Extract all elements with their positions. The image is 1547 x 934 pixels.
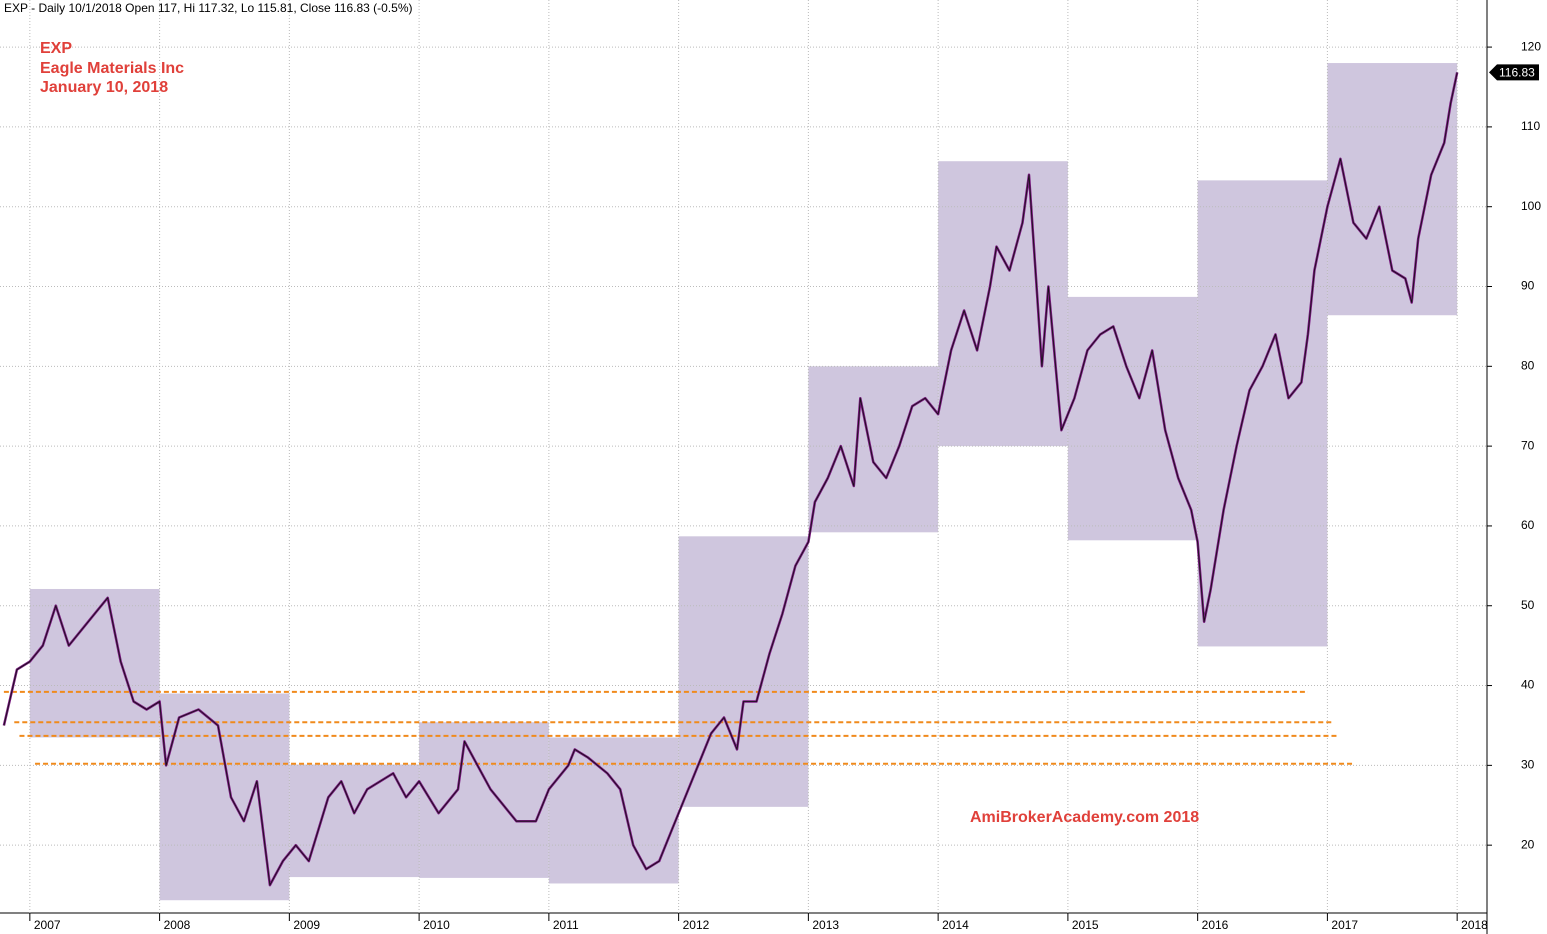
range-box: [1197, 180, 1328, 647]
x-tick-label: 2014: [942, 918, 969, 932]
x-tick-label: 2008: [164, 918, 191, 932]
x-tick-label: 2016: [1202, 918, 1229, 932]
y-tick-label: 70: [1521, 438, 1535, 452]
x-tick-label: 2011: [553, 918, 579, 932]
range-box: [159, 693, 290, 901]
y-tick-label: 30: [1521, 758, 1535, 772]
y-tick-label: 60: [1521, 518, 1535, 532]
range-box: [29, 588, 160, 738]
range-box: [1067, 296, 1198, 541]
range-box: [808, 366, 939, 533]
range-box: [938, 161, 1068, 447]
x-tick-label: 2010: [423, 918, 450, 932]
y-tick-label: 20: [1521, 837, 1535, 851]
x-tick-label: 2017: [1331, 918, 1358, 932]
levels: [3, 690, 1355, 765]
x-tick-label: 2012: [683, 918, 710, 932]
x-tick-label: 2018: [1461, 918, 1488, 932]
y-tick-label: 90: [1521, 279, 1535, 293]
x-tick-label: 2007: [34, 918, 61, 932]
price-line-outline: [3, 72, 1458, 886]
symbol: EXP: [40, 40, 72, 57]
y-tick-label: 40: [1521, 678, 1535, 692]
grid: [0, 0, 1492, 921]
range-boxes: [29, 63, 1458, 901]
y-tick-label: 80: [1521, 358, 1535, 372]
y-tick-label: 100: [1521, 199, 1541, 213]
labels: 20 30 40 50 60 70 80 90 100 110 120 2007 2008 2009 201…: [34, 39, 1542, 932]
company: Eagle Materials Inc: [40, 60, 184, 77]
range-box: [419, 722, 549, 878]
last-price-label: 116.83: [1499, 66, 1535, 80]
x-tick-label: 2015: [1072, 918, 1099, 932]
date: January 10, 2018: [40, 79, 168, 96]
plot: [2, 72, 1459, 887]
header: EXP - Daily 10/1/2018 Open 117, Hi 117.3…: [4, 1, 412, 15]
watermark: AmiBrokerAcademy.com 2018: [970, 809, 1199, 826]
range-box: [1327, 63, 1458, 316]
x-tick-label: 2013: [812, 918, 839, 932]
y-tick-label: 110: [1521, 119, 1540, 133]
y-tick-label: 120: [1521, 39, 1541, 53]
last-price-tag: [1489, 64, 1539, 81]
x-tick-label: 2009: [293, 918, 320, 932]
y-tick-label: 50: [1521, 598, 1535, 612]
